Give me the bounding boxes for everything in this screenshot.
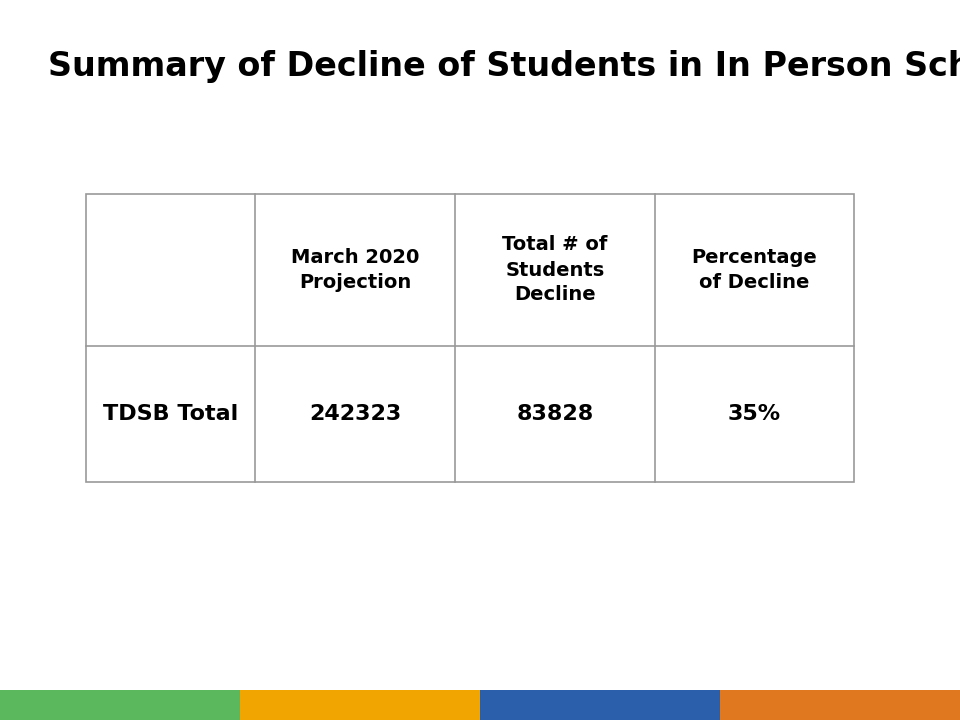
Text: 35%: 35% bbox=[728, 404, 781, 424]
Text: 9: 9 bbox=[936, 701, 946, 716]
Text: Percentage
of Decline: Percentage of Decline bbox=[692, 248, 817, 292]
Bar bbox=[480, 690, 720, 720]
Text: Total # of
Students
Decline: Total # of Students Decline bbox=[502, 235, 608, 305]
Bar bbox=[86, 194, 854, 482]
Text: 83828: 83828 bbox=[516, 404, 593, 424]
Text: March 2020
Projection: March 2020 Projection bbox=[291, 248, 420, 292]
Text: Summary of Decline of Students in In Person Schools: Summary of Decline of Students in In Per… bbox=[48, 50, 960, 84]
Bar bbox=[0, 690, 240, 720]
Text: 242323: 242323 bbox=[309, 404, 401, 424]
Bar bbox=[240, 690, 480, 720]
Bar bbox=[720, 690, 960, 720]
Text: TDSB Total: TDSB Total bbox=[104, 404, 238, 424]
